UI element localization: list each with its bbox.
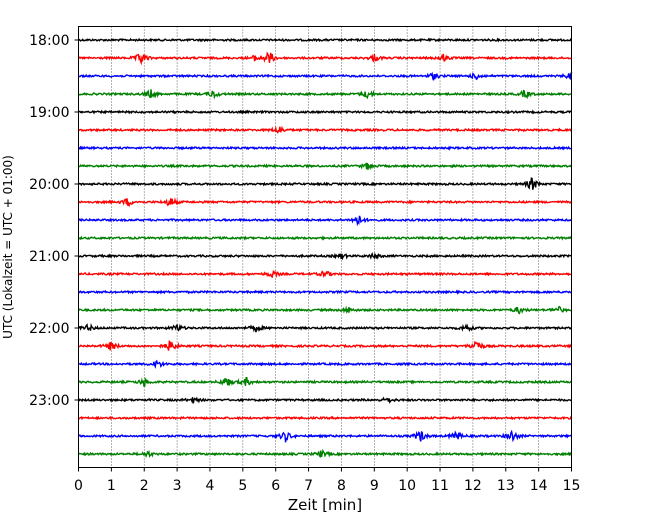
x-tick-label: 13 xyxy=(497,478,515,494)
plot-frame xyxy=(78,26,572,468)
x-tick-label: 14 xyxy=(530,478,548,494)
seismic-trace xyxy=(78,396,572,404)
x-tick-label: 2 xyxy=(140,478,149,494)
x-tick-label: 12 xyxy=(464,478,482,494)
x-axis-label: Zeit [min] xyxy=(288,496,362,514)
y-axis: 18:00 19:00 20:00 21:00 22:00 23:00 xyxy=(29,33,79,409)
seismic-trace xyxy=(78,340,572,351)
seismic-trace xyxy=(78,305,572,315)
seismic-trace xyxy=(78,37,572,43)
y-tick-label: 18:00 xyxy=(29,33,69,49)
y-axis-label: UTC (Lokalzeit = UTC + 01:00) xyxy=(1,155,15,339)
seismic-trace xyxy=(77,252,572,261)
x-tick-label: 8 xyxy=(337,478,346,494)
x-tick-label: 1 xyxy=(107,478,116,494)
x-tick-label: 15 xyxy=(563,478,581,494)
x-tick-label: 9 xyxy=(370,478,379,494)
seismic-trace xyxy=(78,89,572,100)
seismic-trace xyxy=(78,109,573,115)
y-tick-label: 22:00 xyxy=(29,321,69,337)
x-tick-label: 7 xyxy=(304,478,313,494)
seismic-trace xyxy=(77,125,572,134)
y-tick-label: 19:00 xyxy=(29,105,69,121)
x-tick-label: 10 xyxy=(398,478,416,494)
x-axis: 0 1 2 3 4 5 6 7 8 9 10 11 12 13 14 15 xyxy=(74,467,581,494)
x-tick-label: 11 xyxy=(431,478,449,494)
seismic-trace xyxy=(78,71,573,81)
seismic-trace xyxy=(78,377,572,387)
x-tick-label: 6 xyxy=(271,478,280,494)
seismic-trace xyxy=(77,323,572,333)
seismic-trace xyxy=(78,215,573,227)
seismic-trace xyxy=(78,289,572,295)
x-tick-label: 5 xyxy=(238,478,247,494)
seismic-trace xyxy=(78,145,572,151)
y-tick-label: 21:00 xyxy=(29,249,69,265)
y-tick-label: 20:00 xyxy=(29,177,69,193)
seismic-trace xyxy=(78,162,572,171)
seismic-trace xyxy=(78,270,572,279)
seismic-trace xyxy=(78,235,573,241)
x-tick-label: 0 xyxy=(74,478,83,494)
seismic-trace xyxy=(77,429,572,443)
trace-group xyxy=(77,37,573,459)
y-tick-label: 23:00 xyxy=(29,393,69,409)
seismic-trace xyxy=(78,51,573,66)
seismic-trace xyxy=(78,359,572,369)
seismic-trace xyxy=(77,177,572,190)
seismic-trace xyxy=(78,448,573,459)
x-tick-label: 4 xyxy=(206,478,215,494)
seismic-trace xyxy=(77,197,572,208)
seismic-trace xyxy=(78,415,573,421)
x-tick-label: 3 xyxy=(173,478,182,494)
